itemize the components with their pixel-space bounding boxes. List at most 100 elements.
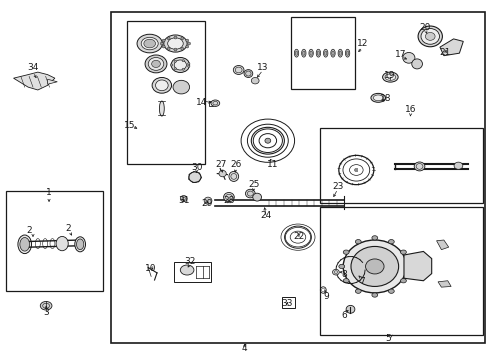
Bar [319, 207, 482, 336]
Ellipse shape [354, 168, 357, 172]
Bar [319, 128, 482, 203]
Ellipse shape [174, 48, 177, 51]
Ellipse shape [171, 58, 189, 72]
Ellipse shape [387, 239, 393, 244]
Ellipse shape [365, 259, 383, 274]
Ellipse shape [354, 168, 357, 172]
Ellipse shape [354, 168, 357, 172]
Ellipse shape [219, 170, 226, 177]
Ellipse shape [354, 168, 357, 172]
Ellipse shape [170, 64, 172, 66]
Ellipse shape [181, 37, 183, 40]
Text: 17: 17 [394, 50, 406, 59]
Ellipse shape [354, 168, 357, 172]
Ellipse shape [185, 39, 188, 42]
Ellipse shape [354, 168, 357, 172]
Ellipse shape [223, 193, 234, 202]
Ellipse shape [145, 55, 166, 73]
Ellipse shape [346, 51, 348, 55]
Ellipse shape [75, 237, 85, 252]
Ellipse shape [425, 32, 434, 40]
Ellipse shape [244, 69, 252, 77]
Ellipse shape [210, 100, 219, 107]
Ellipse shape [76, 239, 83, 249]
Polygon shape [47, 79, 57, 84]
Ellipse shape [252, 193, 261, 201]
Ellipse shape [162, 45, 165, 48]
Ellipse shape [372, 95, 382, 101]
Bar [209, 101, 213, 106]
Ellipse shape [301, 49, 305, 57]
Ellipse shape [174, 68, 176, 70]
Text: 12: 12 [356, 39, 367, 48]
Text: 29: 29 [201, 199, 212, 208]
Ellipse shape [245, 189, 255, 198]
Ellipse shape [354, 168, 357, 172]
Ellipse shape [187, 65, 190, 67]
Ellipse shape [332, 269, 339, 275]
Ellipse shape [323, 49, 327, 57]
Text: 1: 1 [46, 188, 52, 197]
Text: 19: 19 [383, 71, 394, 80]
Ellipse shape [159, 101, 164, 116]
Ellipse shape [137, 34, 162, 53]
Ellipse shape [182, 60, 184, 62]
Ellipse shape [180, 195, 187, 202]
Text: 5: 5 [384, 334, 390, 343]
Text: 3: 3 [43, 308, 49, 317]
Ellipse shape [155, 80, 168, 91]
Ellipse shape [160, 42, 163, 45]
Ellipse shape [330, 49, 334, 57]
Ellipse shape [152, 77, 171, 93]
Ellipse shape [370, 93, 385, 102]
Ellipse shape [331, 51, 333, 55]
Ellipse shape [350, 247, 398, 287]
Ellipse shape [163, 35, 187, 52]
Ellipse shape [384, 74, 395, 80]
Ellipse shape [181, 47, 183, 50]
Bar [6, 191, 103, 291]
Polygon shape [14, 72, 55, 90]
Ellipse shape [354, 168, 357, 172]
Ellipse shape [185, 45, 188, 48]
Ellipse shape [354, 168, 357, 172]
Ellipse shape [354, 168, 357, 172]
Ellipse shape [20, 238, 30, 251]
Ellipse shape [228, 171, 238, 181]
Polygon shape [436, 240, 448, 249]
Ellipse shape [382, 72, 397, 82]
Ellipse shape [173, 80, 189, 94]
Ellipse shape [302, 51, 305, 55]
Polygon shape [437, 281, 450, 287]
Ellipse shape [162, 39, 165, 42]
Ellipse shape [355, 239, 361, 244]
Text: 20: 20 [419, 23, 430, 32]
Ellipse shape [345, 49, 349, 57]
Ellipse shape [316, 49, 320, 57]
Text: 9: 9 [323, 292, 328, 301]
Ellipse shape [187, 42, 190, 45]
Text: 25: 25 [248, 180, 260, 189]
Text: 27: 27 [215, 161, 226, 170]
Ellipse shape [167, 38, 183, 49]
Ellipse shape [354, 168, 357, 172]
Text: 30: 30 [191, 163, 202, 172]
Text: 26: 26 [229, 161, 241, 170]
Ellipse shape [413, 162, 424, 171]
Ellipse shape [371, 236, 377, 240]
Ellipse shape [233, 66, 244, 75]
Ellipse shape [338, 264, 344, 269]
Text: 34: 34 [27, 63, 39, 72]
Ellipse shape [411, 59, 422, 69]
Ellipse shape [354, 168, 357, 172]
Ellipse shape [143, 39, 155, 48]
Ellipse shape [174, 60, 186, 70]
Text: 16: 16 [404, 105, 416, 114]
Ellipse shape [294, 49, 298, 57]
Bar [282, 297, 294, 308]
Ellipse shape [343, 240, 406, 293]
Ellipse shape [151, 60, 160, 67]
Ellipse shape [309, 51, 312, 55]
Text: 4: 4 [241, 345, 247, 354]
Ellipse shape [264, 138, 270, 143]
